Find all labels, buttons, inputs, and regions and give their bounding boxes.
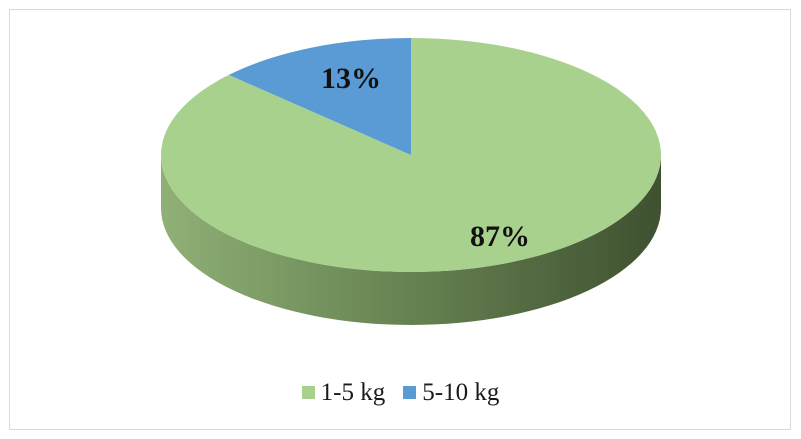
legend-item-1-5kg: 1-5 kg: [301, 379, 386, 406]
legend-item-5-10kg: 5-10 kg: [403, 380, 499, 405]
pie-slice-5-10kg: [228, 38, 411, 155]
data-label-1-5kg: 87%: [470, 220, 530, 253]
legend-swatch-blue: [403, 386, 417, 399]
pie-top: [160, 38, 662, 272]
legend: 1-5 kg 5-10 kg: [0, 380, 801, 405]
legend-label: 1-5 kg: [320, 379, 386, 406]
pie-sides: [161, 155, 661, 325]
legend-label: 5-10 kg: [422, 379, 500, 406]
legend-swatch-green: [301, 386, 315, 399]
pie-data-labels: 87% 13%: [321, 62, 530, 253]
pie-side-wall: [161, 155, 661, 325]
data-label-5-10kg: 13%: [321, 62, 381, 95]
